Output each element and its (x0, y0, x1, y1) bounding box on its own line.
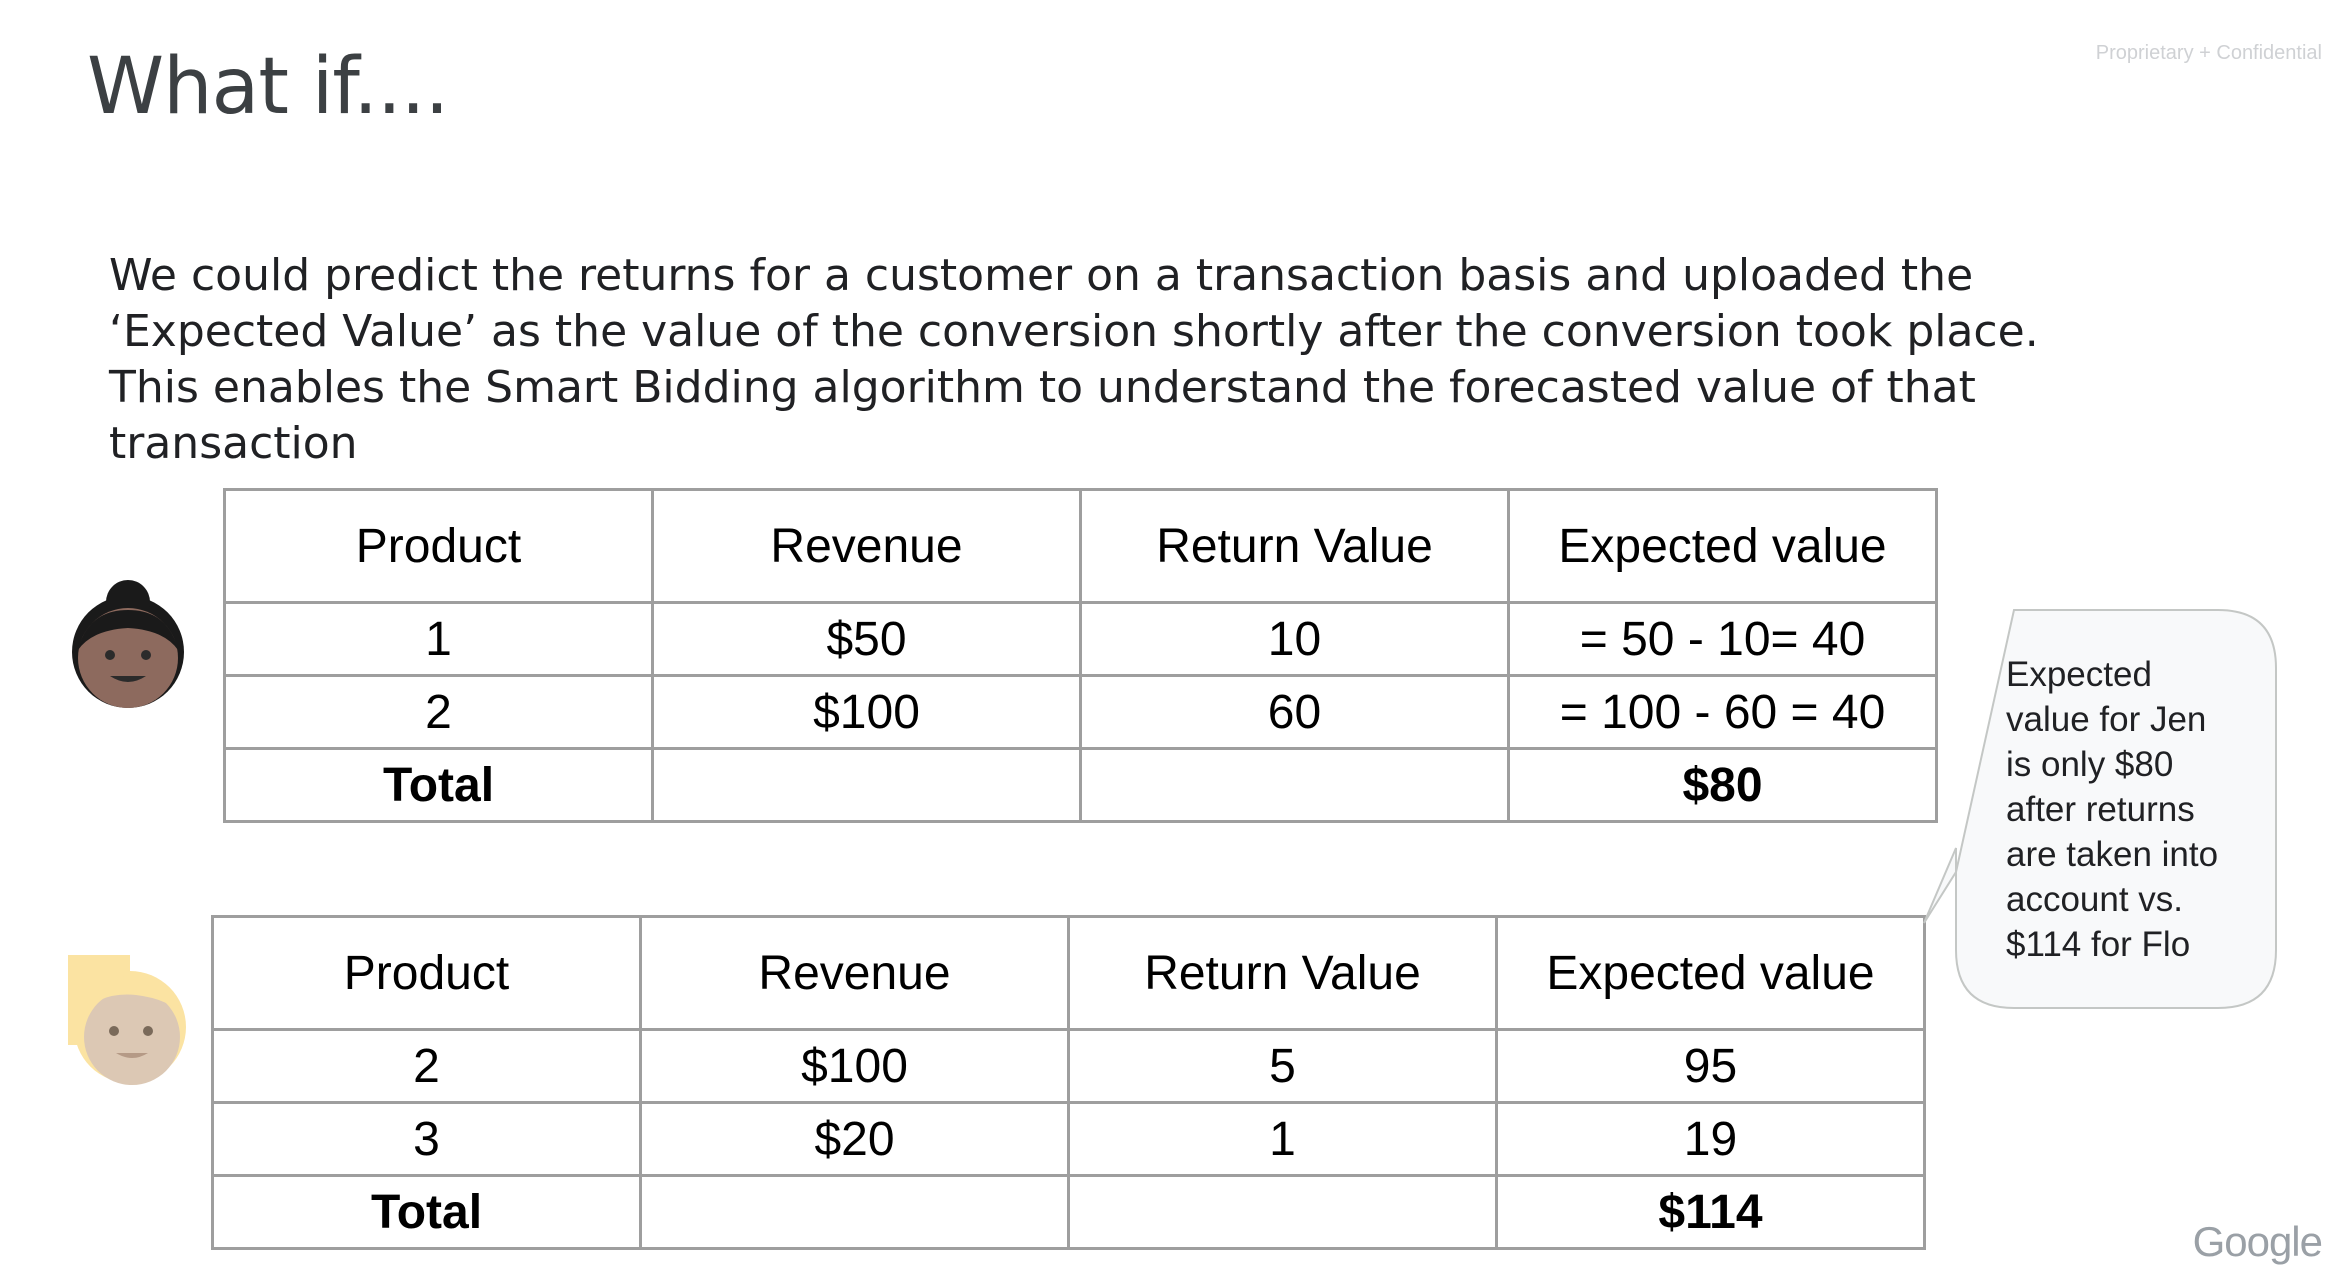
callout-text: Expected value for Jen is only $80 after… (2006, 652, 2256, 967)
table-cell: 3 (211, 1101, 642, 1177)
table-row: 3 $20 1 19 (211, 1101, 1926, 1177)
column-header: Return Value (1067, 915, 1498, 1031)
total-value: $114 (1495, 1174, 1926, 1250)
table-cell: $100 (639, 1028, 1070, 1104)
table-header-row: Product Revenue Return Value Expected va… (211, 915, 1926, 1031)
column-header: Return Value (1079, 488, 1510, 604)
table-cell: 2 (223, 674, 654, 750)
table-cell: 95 (1495, 1028, 1926, 1104)
column-header: Expected value (1507, 488, 1938, 604)
total-label: Total (211, 1174, 642, 1250)
table-cell (1067, 1174, 1498, 1250)
table-cell (651, 747, 1082, 823)
google-logo: Google (2192, 1218, 2323, 1265)
body-paragraph: We could predict the returns for a custo… (109, 250, 2039, 469)
callout-line: are taken into (2006, 835, 2219, 874)
column-header: Expected value (1495, 915, 1926, 1031)
table-cell: $100 (651, 674, 1082, 750)
table-cell: $50 (651, 601, 1082, 677)
blonde-hair-avatar-icon (66, 955, 190, 1090)
column-header: Product (223, 488, 654, 604)
table-cell (639, 1174, 1070, 1250)
page-title: What if.... (87, 42, 449, 132)
table-header-row: Product Revenue Return Value Expected va… (223, 488, 1938, 604)
table-cell: 10 (1079, 601, 1510, 677)
column-header: Product (211, 915, 642, 1031)
callout-line: account vs. (2006, 880, 2184, 919)
callout-line: $114 for Flo (2006, 925, 2191, 964)
callout-line: Expected (2006, 655, 2152, 694)
table-row: 2 $100 5 95 (211, 1028, 1926, 1104)
table-cell: = 50 - 10= 40 (1507, 601, 1938, 677)
table-cell: 1 (1067, 1101, 1498, 1177)
table-row: 2 $100 60 = 100 - 60 = 40 (223, 674, 1938, 750)
total-label: Total (223, 747, 654, 823)
confidential-label: Proprietary + Confidential (2095, 42, 2322, 64)
table-cell: 2 (211, 1028, 642, 1104)
callout-line: after returns (2006, 790, 2195, 829)
table-row: 1 $50 10 = 50 - 10= 40 (223, 601, 1938, 677)
table-total-row: Total $114 (211, 1174, 1926, 1250)
callout-line: is only $80 (2006, 745, 2174, 784)
table-cell: 5 (1067, 1028, 1498, 1104)
table-cell: 1 (223, 601, 654, 677)
table-cell: 19 (1495, 1101, 1926, 1177)
table-cell: 60 (1079, 674, 1510, 750)
table-cell (1079, 747, 1510, 823)
total-value: $80 (1507, 747, 1938, 823)
table-cell: $20 (639, 1101, 1070, 1177)
table-total-row: Total $80 (223, 747, 1938, 823)
speech-bubble-callout (1918, 608, 2278, 1010)
column-header: Revenue (639, 915, 1070, 1031)
dark-hair-bun-avatar-icon (68, 580, 188, 715)
expected-value-table-flo: Product Revenue Return Value Expected va… (211, 915, 1926, 1250)
callout-line: value for Jen (2006, 700, 2207, 739)
column-header: Revenue (651, 488, 1082, 604)
expected-value-table-jen: Product Revenue Return Value Expected va… (223, 488, 1938, 823)
table-cell: = 100 - 60 = 40 (1507, 674, 1938, 750)
